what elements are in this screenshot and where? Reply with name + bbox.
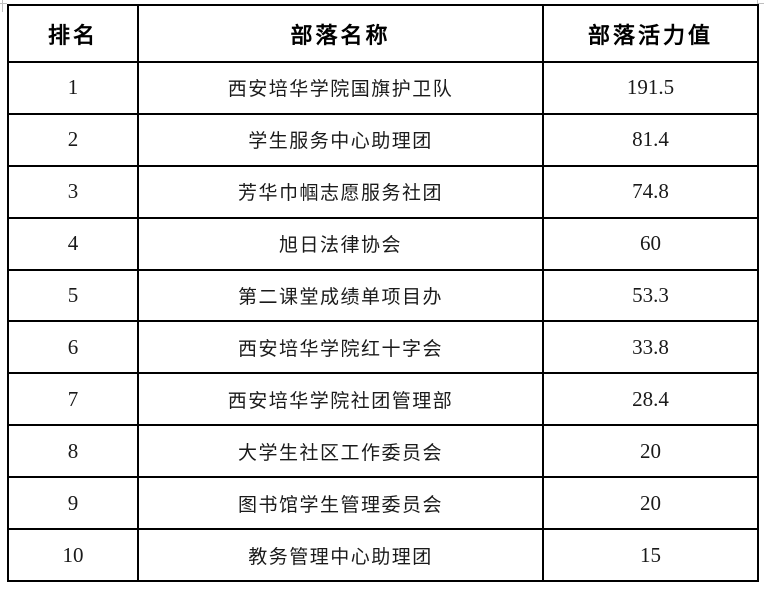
table-row: 10 教务管理中心助理团 15 — [7, 528, 759, 582]
tribe-name-cell: 西安培华学院红十字会 — [137, 320, 544, 375]
header-tribe-name: 部落名称 — [137, 4, 544, 63]
vitality-value-cell: 28.4 — [542, 372, 759, 427]
table-row: 8 大学生社区工作委员会 20 — [7, 424, 759, 479]
vitality-value-cell: 20 — [542, 476, 759, 531]
table-row: 4 旭日法律协会 60 — [7, 216, 759, 271]
vitality-value-cell: 53.3 — [542, 268, 759, 323]
rank-cell: 7 — [7, 372, 139, 427]
table-body: 1 西安培华学院国旗护卫队 191.5 2 学生服务中心助理团 81.4 3 芳华巾帼志愿服务… — [7, 61, 759, 582]
rank-cell: 1 — [7, 61, 139, 115]
rank-cell: 8 — [7, 424, 139, 479]
table-row: 7 西安培华学院社团管理部 28.4 — [7, 372, 759, 427]
tribe-name-cell: 学生服务中心助理团 — [137, 112, 544, 167]
table-row: 3 芳华巾帼志愿服务社团 74.8 — [7, 164, 759, 219]
grid-fragment-top-right-horizontal — [757, 3, 764, 4]
tribe-name-cell: 旭日法律协会 — [137, 216, 544, 271]
vitality-value-cell: 20 — [542, 424, 759, 479]
vitality-value-cell: 33.8 — [542, 320, 759, 375]
tribe-name-cell: 西安培华学院国旗护卫队 — [137, 61, 544, 115]
vitality-value-cell: 81.4 — [542, 112, 759, 167]
tribe-name-cell: 图书馆学生管理委员会 — [137, 476, 544, 531]
vitality-value-cell: 60 — [542, 216, 759, 271]
grid-fragment-top-left-vertical — [2, 0, 3, 12]
grid-fragment-top-left-horizontal — [0, 3, 7, 4]
table-row: 1 西安培华学院国旗护卫队 191.5 — [7, 61, 759, 115]
rank-cell: 5 — [7, 268, 139, 323]
rank-cell: 9 — [7, 476, 139, 531]
tribe-name-cell: 芳华巾帼志愿服务社团 — [137, 164, 544, 219]
rank-cell: 6 — [7, 320, 139, 375]
vitality-value-cell: 15 — [542, 528, 759, 582]
rank-cell: 3 — [7, 164, 139, 219]
table-row: 6 西安培华学院红十字会 33.8 — [7, 320, 759, 375]
rank-cell: 2 — [7, 112, 139, 167]
rank-cell: 4 — [7, 216, 139, 271]
tribe-vitality-ranking-table: 排名 部落名称 部落活力值 1 西安培华学院国旗护卫队 191.5 2 学生服务中心助理… — [7, 4, 759, 582]
tribe-name-cell: 第二课堂成绩单项目办 — [137, 268, 544, 323]
table-row: 2 学生服务中心助理团 81.4 — [7, 112, 759, 167]
header-rank: 排名 — [7, 4, 139, 63]
tribe-name-cell: 教务管理中心助理团 — [137, 528, 544, 582]
table-row: 9 图书馆学生管理委员会 20 — [7, 476, 759, 531]
vitality-value-cell: 74.8 — [542, 164, 759, 219]
rank-cell: 10 — [7, 528, 139, 582]
vitality-value-cell: 191.5 — [542, 61, 759, 115]
table-row: 5 第二课堂成绩单项目办 53.3 — [7, 268, 759, 323]
tribe-name-cell: 大学生社区工作委员会 — [137, 424, 544, 479]
header-vitality-value: 部落活力值 — [542, 4, 759, 63]
header-row: 排名 部落名称 部落活力值 — [7, 4, 759, 63]
tribe-name-cell: 西安培华学院社团管理部 — [137, 372, 544, 427]
